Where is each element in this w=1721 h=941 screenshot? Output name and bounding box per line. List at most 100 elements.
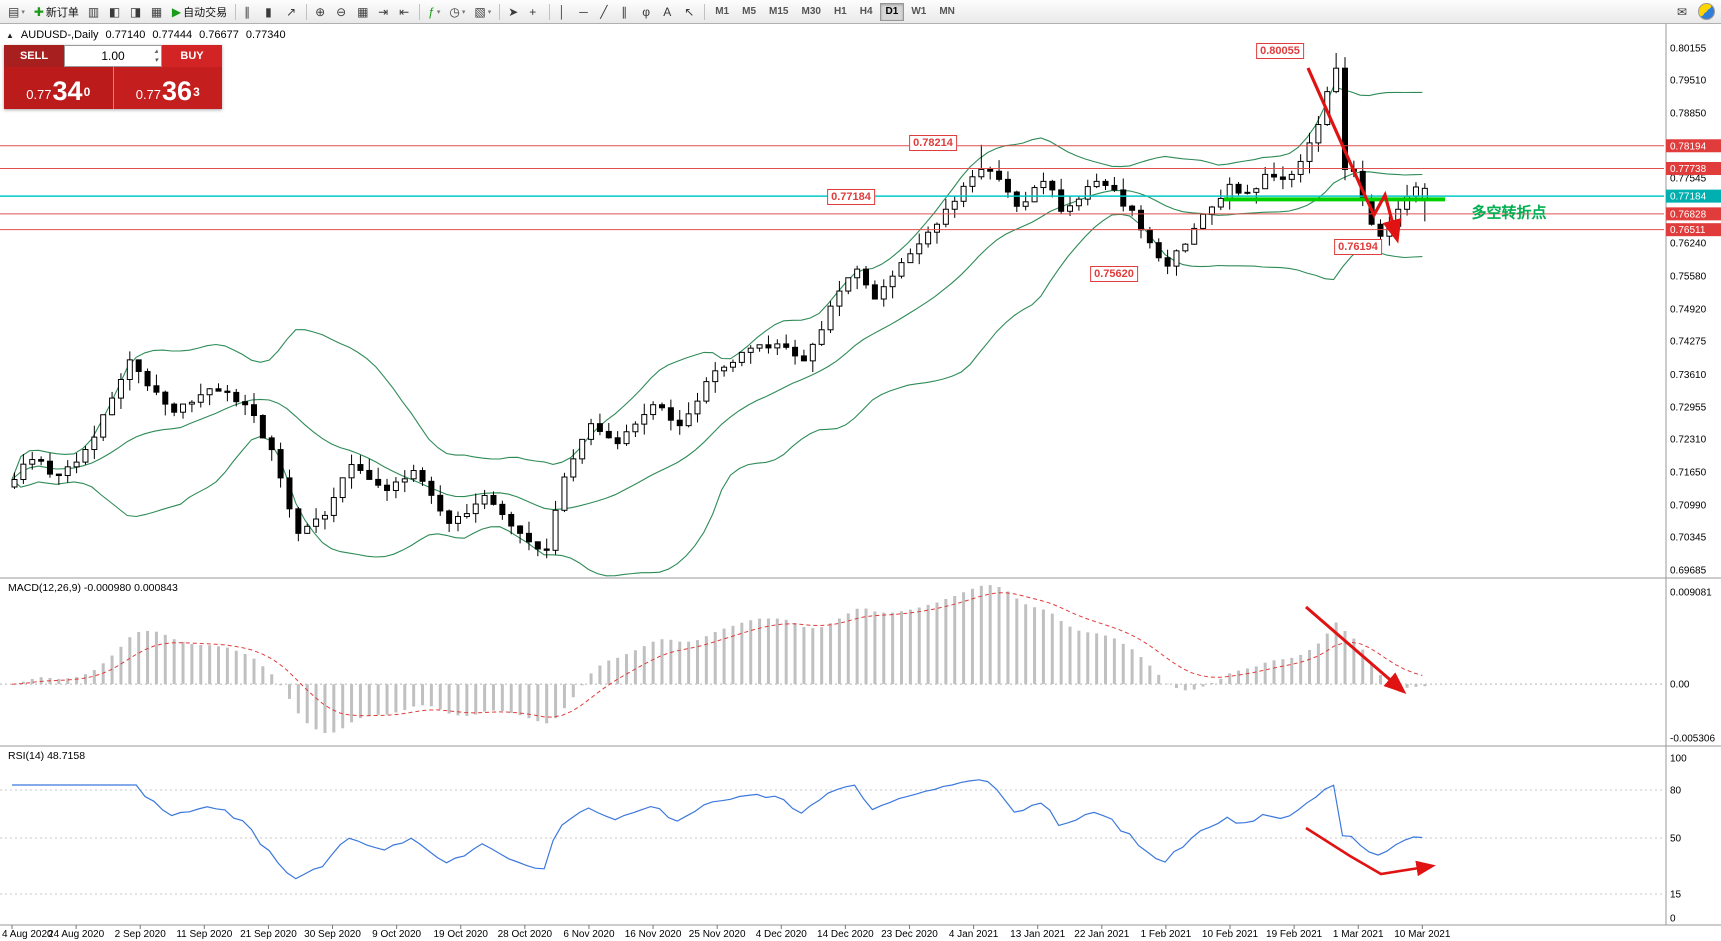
price-axis-tag-label: 0.76511 [1670, 225, 1706, 236]
buy-price-pips: 36 [162, 76, 193, 106]
price-label[interactable]: 0.80055 [1256, 43, 1304, 59]
price-axis-label: 0.76240 [1670, 239, 1707, 250]
timeframe-m1[interactable]: M1 [709, 3, 735, 21]
timeframe-mn[interactable]: MN [933, 3, 961, 21]
bar-chart-icon[interactable]: ∥ [240, 2, 260, 22]
crosshair-icon[interactable]: + [525, 2, 545, 22]
rsi-axis-label: 15 [1670, 890, 1682, 901]
fibonacci-icon[interactable]: φ [638, 2, 658, 22]
price-label[interactable]: 0.77184 [827, 189, 875, 205]
chart-shift-icon[interactable]: ⇤ [395, 2, 415, 22]
timeframe-h4[interactable]: H4 [854, 3, 879, 21]
collapse-arrow-icon[interactable]: ▲ [6, 30, 14, 40]
toolbar-separator [235, 3, 237, 20]
candles-layer [11, 52, 1428, 559]
date-axis-label: 25 Nov 2020 [689, 929, 746, 940]
date-axis-label: 19 Feb 2021 [1266, 929, 1323, 940]
auto-scroll-icon[interactable]: ⇥ [374, 2, 394, 22]
date-axis-label: 24 Aug 2020 [48, 929, 105, 940]
navigator-icon[interactable]: ◨ [126, 2, 146, 22]
price-label[interactable]: 0.78214 [909, 135, 957, 151]
price-axis-tag [1666, 139, 1721, 153]
sell-button[interactable]: SELL [4, 45, 64, 67]
macd-signal-line [11, 592, 1423, 718]
date-axis-label: 4 Jan 2021 [949, 929, 999, 940]
sell-price-base: 0.77 [26, 87, 52, 102]
date-axis-label: 1 Mar 2021 [1333, 929, 1384, 940]
toolbar-separator [419, 3, 421, 20]
trend-arrow-main[interactable] [1306, 67, 1402, 244]
market-watch-icon[interactable]: ▥ [84, 2, 104, 22]
chinese-annotation[interactable]: 多空转折点 [1471, 204, 1547, 222]
price-axis-label: 0.70990 [1670, 500, 1707, 511]
date-axis-label: 11 Sep 2020 [176, 929, 232, 940]
price-axis-label: 0.78850 [1670, 109, 1707, 120]
toolbar-separator [306, 3, 308, 20]
price-axis-tag [1666, 189, 1721, 203]
high-value: 0.77444 [152, 29, 193, 41]
one-click-trading-panel: SELL 1.00 ▴ ▾ BUY 0.77 34 0 0.77 36 3 [4, 45, 222, 109]
autotrading-button[interactable]: ▶ 自动交易 [168, 2, 231, 22]
timeframe-m5[interactable]: M5 [736, 3, 762, 21]
volume-spinner-icon[interactable]: ▴ ▾ [154, 48, 158, 64]
timeframe-m15[interactable]: M15 [763, 3, 794, 21]
periods-icon[interactable]: ◷ ▾ [445, 2, 469, 22]
macd-axis-label: -0.005306 [1670, 734, 1715, 745]
chart-window-icon[interactable]: ▤ ▾ [4, 2, 29, 22]
line-chart-icon[interactable]: ↗ [282, 2, 302, 22]
sell-price-point: 0 [83, 85, 91, 99]
price-axis-tag [1666, 162, 1721, 176]
channel-icon[interactable]: ∥ [617, 2, 637, 22]
timeframe-d1[interactable]: D1 [879, 2, 905, 21]
buy-button[interactable]: BUY [162, 45, 222, 67]
bollinger-upper-line [11, 85, 1423, 480]
data-window-icon[interactable]: ◧ [105, 2, 125, 22]
trendline-icon[interactable]: ╱ [596, 2, 616, 22]
sell-price[interactable]: 0.77 34 0 [4, 67, 114, 109]
arrows-icon[interactable]: ↖ [680, 2, 700, 22]
price-axis-label: 0.73610 [1670, 370, 1707, 381]
cursor-icon[interactable]: ➤ [504, 2, 524, 22]
candlestick-chart-icon[interactable]: ▮ [261, 2, 281, 22]
bollinger-middle-line [11, 171, 1423, 511]
price-axis-label: 0.72955 [1670, 402, 1707, 413]
community-profile-badge[interactable] [1698, 3, 1715, 20]
buy-price-point: 3 [193, 85, 200, 99]
date-axis-label: 4 Dec 2020 [756, 929, 808, 940]
timeframe-w1[interactable]: W1 [905, 3, 932, 21]
tile-windows-icon[interactable]: ▦ [353, 2, 373, 22]
message-icon[interactable]: ✉ [1673, 2, 1693, 22]
new-order-button[interactable]: ✚ 新订单 [30, 2, 83, 22]
volume-input[interactable]: 1.00 ▴ ▾ [64, 45, 162, 67]
price-axis-label: 0.80155 [1670, 44, 1707, 55]
rsi-panel [12, 779, 1423, 880]
rsi-label: RSI(14) 48.7158 [8, 750, 86, 762]
macd-axis-label: 0.009081 [1670, 588, 1712, 599]
zoom-out-icon[interactable]: ⊖ [332, 2, 352, 22]
indicators-icon[interactable]: ƒ ▾ [424, 2, 444, 22]
templates-icon[interactable]: ▧ ▾ [470, 2, 495, 22]
price-axis-label: 0.74920 [1670, 305, 1707, 316]
price-axis-label: 0.72310 [1670, 435, 1707, 446]
text-icon[interactable]: A [659, 2, 679, 22]
terminal-icon[interactable]: ▦ [147, 2, 167, 22]
price-axis-label: 0.70345 [1670, 533, 1707, 544]
timeframe-m30[interactable]: M30 [795, 3, 826, 21]
zoom-in-icon[interactable]: ⊕ [311, 2, 331, 22]
price-label[interactable]: 0.75620 [1090, 266, 1138, 282]
vertical-line-icon[interactable]: │ [554, 2, 574, 22]
timeframe-h1[interactable]: H1 [828, 3, 853, 21]
chart-title: ▲ AUDUSD-,Daily 0.77140 0.77444 0.76677 … [6, 29, 286, 41]
buy-price[interactable]: 0.77 36 3 [114, 67, 223, 109]
price-axis-tag-label: 0.76828 [1670, 209, 1707, 220]
price-label[interactable]: 0.76194 [1334, 239, 1382, 255]
date-axis-label: 16 Nov 2020 [625, 929, 682, 940]
toolbar-right: ✉ [1673, 2, 1717, 22]
toolbar-separator [704, 3, 706, 20]
sell-price-pips: 34 [52, 76, 83, 106]
trend-arrow-rsi[interactable] [1305, 826, 1436, 877]
date-axis-label: 1 Feb 2021 [1141, 929, 1192, 940]
horizontal-line-icon[interactable]: ─ [575, 2, 595, 22]
trend-arrow-macd[interactable] [1305, 605, 1407, 694]
